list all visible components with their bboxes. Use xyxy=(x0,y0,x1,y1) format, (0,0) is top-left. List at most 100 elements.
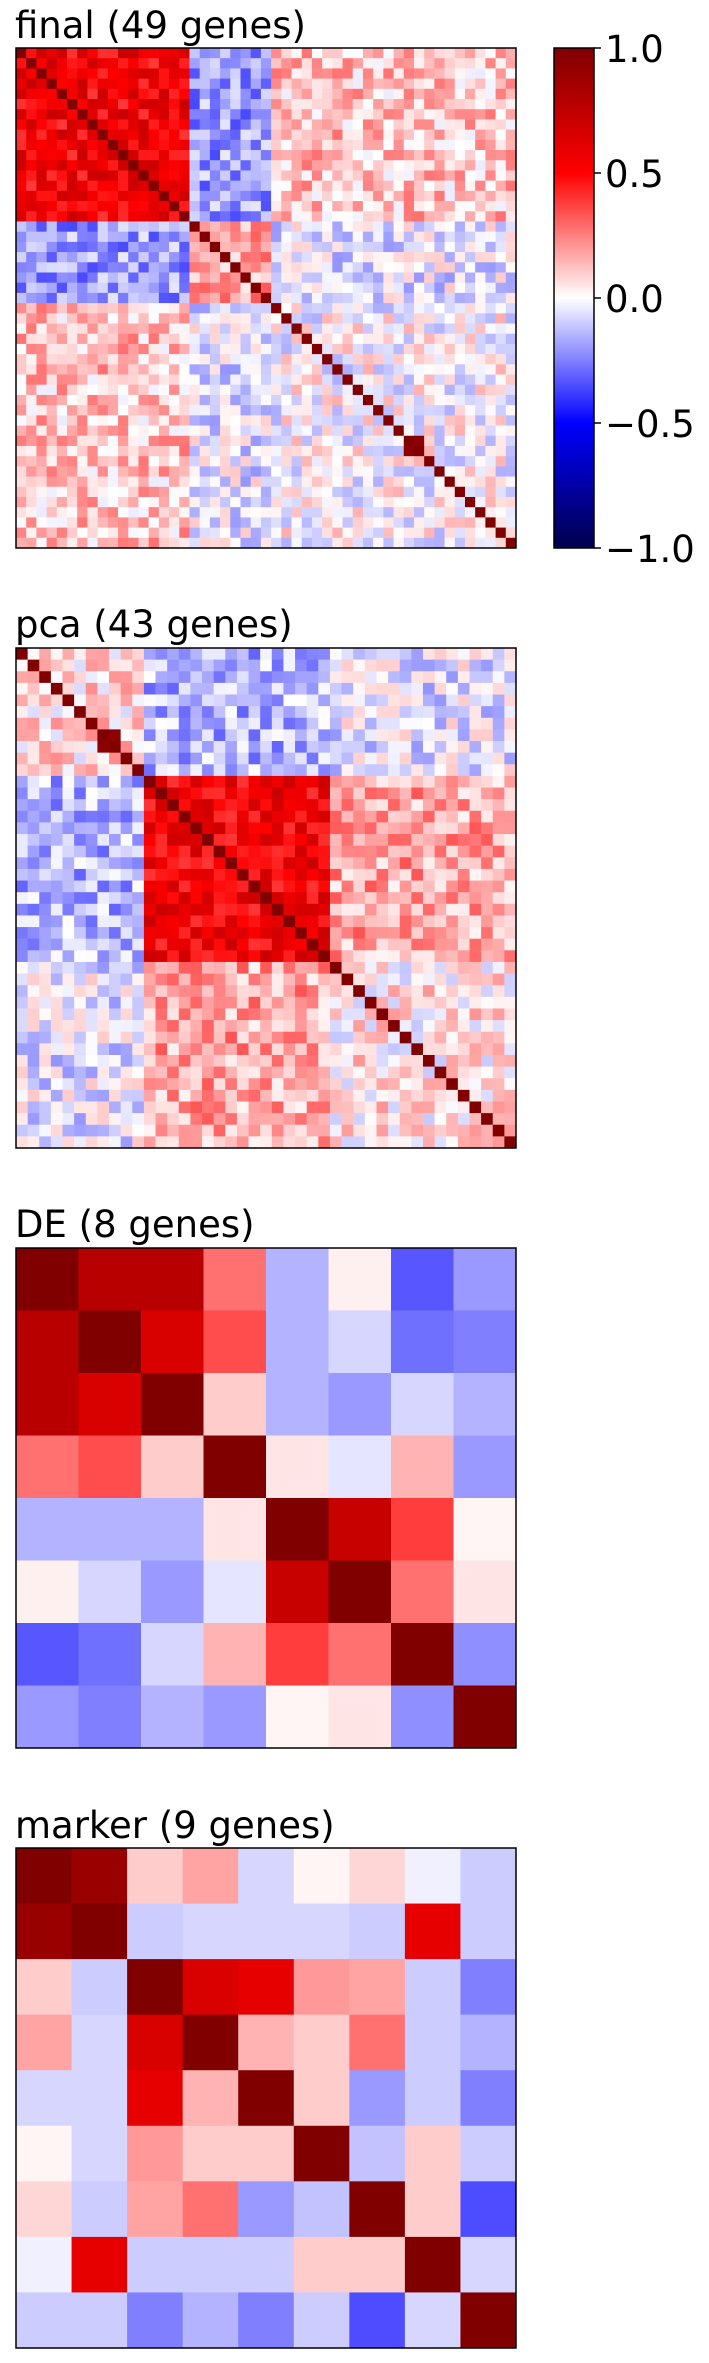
heatmap-cell xyxy=(179,78,190,90)
heatmap-cell xyxy=(301,119,313,131)
heatmap-cell xyxy=(260,961,273,974)
heatmap-cell xyxy=(464,476,476,488)
heatmap-cell xyxy=(353,927,366,940)
heatmap-cell xyxy=(62,915,75,928)
heatmap-cell xyxy=(353,1043,366,1056)
heatmap-cell xyxy=(138,262,150,273)
heatmap-cell xyxy=(209,384,221,396)
heatmap-cell xyxy=(87,58,99,69)
heatmap-cell xyxy=(504,950,517,963)
heatmap-cell xyxy=(50,1113,63,1126)
heatmap-cell xyxy=(128,231,139,243)
heatmap-cell xyxy=(118,476,129,488)
heatmap-cell xyxy=(301,241,313,253)
heatmap-cell xyxy=(77,343,88,355)
heatmap-cell xyxy=(169,109,180,120)
heatmap-cell xyxy=(399,973,412,986)
heatmap-cell xyxy=(85,996,98,1009)
heatmap-cell xyxy=(143,741,156,754)
heatmap-cell xyxy=(97,201,109,212)
heatmap-cell xyxy=(403,150,415,161)
heatmap-cell xyxy=(179,435,190,447)
heatmap-cell xyxy=(454,170,466,182)
heatmap-cell xyxy=(87,170,99,182)
heatmap-cell xyxy=(393,507,405,518)
heatmap-cell xyxy=(56,425,68,437)
heatmap-cell xyxy=(424,241,435,253)
heatmap-cell xyxy=(322,343,333,355)
heatmap-cell xyxy=(295,1124,308,1137)
heatmap-cell xyxy=(283,868,296,881)
heatmap-cell xyxy=(97,405,109,416)
heatmap-cell xyxy=(148,303,160,314)
heatmap-cell xyxy=(464,78,476,90)
heatmap-cell xyxy=(209,272,221,284)
heatmap-cell xyxy=(132,671,145,684)
heatmap-cell xyxy=(364,880,377,893)
heatmap-cell xyxy=(97,938,110,951)
heatmap-cell xyxy=(209,445,221,457)
heatmap-cell xyxy=(209,262,221,273)
heatmap-cell xyxy=(77,201,88,212)
heatmap-cell xyxy=(118,272,129,284)
heatmap-cell xyxy=(457,717,470,730)
heatmap-cells xyxy=(16,1848,517,2349)
heatmap-cell xyxy=(306,996,319,1009)
heatmap-cell xyxy=(107,129,119,141)
heatmap-cell xyxy=(27,915,40,928)
heatmap-cell xyxy=(236,706,249,719)
heatmap-cell xyxy=(295,1031,308,1044)
heatmap-cell xyxy=(342,180,354,192)
heatmap-cell xyxy=(454,252,466,263)
heatmap-cell xyxy=(444,323,456,335)
heatmap-cell xyxy=(202,764,215,777)
heatmap-cell xyxy=(178,973,191,986)
heatmap-cell xyxy=(199,201,211,212)
heatmap-cell xyxy=(342,211,354,222)
heatmap-cell xyxy=(220,517,231,528)
heatmap-cell xyxy=(240,139,252,151)
heatmap-cell xyxy=(128,435,139,447)
heatmap-cell xyxy=(77,415,88,426)
heatmap-cell xyxy=(118,323,129,335)
heatmap-cell xyxy=(167,752,180,765)
heatmap-cell xyxy=(411,903,424,916)
heatmap-cell xyxy=(77,507,88,518)
heatmap-cell xyxy=(342,272,354,284)
heatmap-cell xyxy=(250,445,262,457)
heatmap-cell xyxy=(291,119,303,131)
heatmap-cell xyxy=(404,1848,461,1904)
heatmap-cell xyxy=(39,1136,52,1149)
heatmap-cell xyxy=(39,880,52,893)
heatmap-cell xyxy=(295,694,308,707)
heatmap-cell xyxy=(306,950,319,963)
heatmap-cell xyxy=(46,415,58,426)
heatmap-cell xyxy=(178,682,191,695)
heatmap-cell xyxy=(36,415,48,426)
heatmap-cell xyxy=(74,1043,87,1056)
heatmap-cells xyxy=(16,1248,517,1749)
heatmap-cell xyxy=(422,1031,436,1044)
heatmap-cell xyxy=(97,496,109,508)
heatmap-cell xyxy=(120,659,133,672)
heatmap-cell xyxy=(230,292,241,304)
heatmap-cell xyxy=(236,1020,249,1033)
heatmap-cell xyxy=(464,190,476,202)
heatmap-cell xyxy=(138,231,150,243)
heatmap-cell xyxy=(424,333,435,345)
heatmap-cell xyxy=(230,507,241,518)
heatmap-cell xyxy=(318,1136,331,1149)
heatmap-cell xyxy=(138,282,150,294)
heatmap-cell xyxy=(341,1020,354,1033)
heatmap-cell xyxy=(434,180,445,192)
heatmap-cell xyxy=(271,119,282,131)
heatmap-cell xyxy=(77,364,88,375)
heatmap-cell xyxy=(424,231,435,243)
heatmap-cell xyxy=(424,415,435,426)
heatmap-cell xyxy=(107,119,119,131)
heatmap-cell xyxy=(167,845,180,858)
heatmap-cell xyxy=(56,313,68,324)
heatmap-cell xyxy=(158,476,170,488)
heatmap-cell xyxy=(87,292,99,304)
heatmap-cell xyxy=(16,2125,72,2182)
